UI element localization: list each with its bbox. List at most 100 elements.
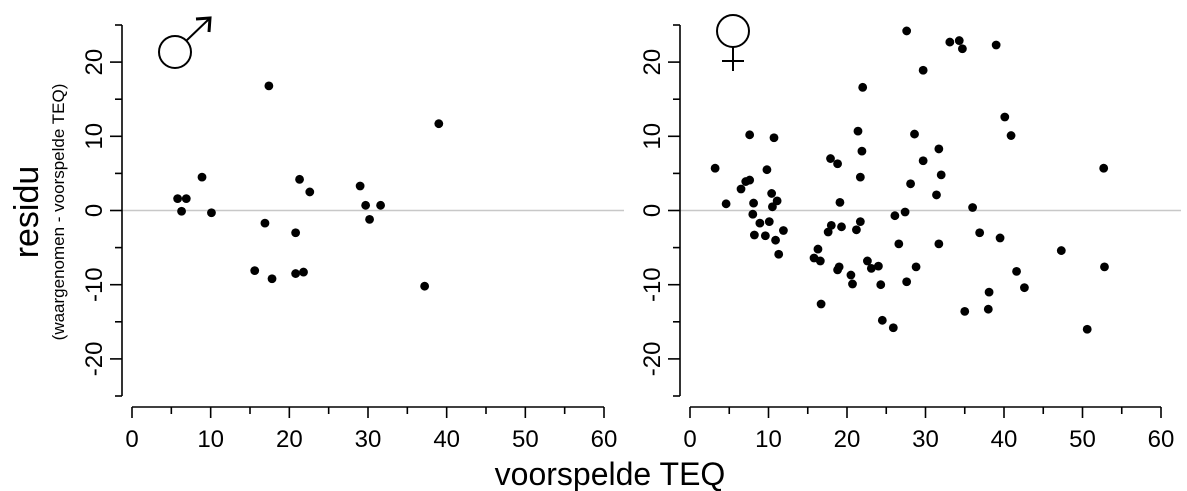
- data-point: [365, 215, 374, 224]
- data-point: [902, 26, 912, 36]
- data-point: [772, 196, 782, 206]
- data-point: [911, 262, 921, 272]
- y-axis-title: residu: [8, 166, 46, 259]
- data-point: [894, 239, 904, 249]
- data-point: [755, 218, 765, 228]
- y-tick-label: -10: [639, 267, 666, 302]
- data-point: [888, 323, 898, 333]
- data-point: [361, 200, 371, 210]
- data-point: [1000, 112, 1010, 122]
- data-point: [846, 270, 856, 280]
- data-point: [900, 207, 910, 217]
- data-point: [749, 198, 758, 208]
- x-tick-label: 30: [912, 426, 939, 453]
- data-point: [1056, 246, 1066, 255]
- x-tick-label: 50: [1069, 426, 1096, 453]
- y-tick-label: 0: [639, 204, 666, 217]
- data-point: [863, 256, 872, 266]
- data-point: [934, 239, 944, 249]
- data-point: [748, 209, 758, 219]
- y-axis-subtitle: (waargenomen - voorspelde TEQ): [49, 84, 68, 341]
- x-tick-label: 60: [1148, 426, 1175, 453]
- data-point: [837, 222, 846, 232]
- data-point: [749, 230, 759, 240]
- x-tick-label: 40: [991, 426, 1018, 453]
- x-axis-title: voorspelde TEQ: [495, 456, 726, 491]
- data-point: [1100, 262, 1109, 272]
- data-point: [181, 194, 191, 204]
- y-tick-label: 10: [81, 123, 108, 150]
- data-point: [177, 206, 186, 216]
- data-point: [376, 200, 385, 210]
- data-point: [434, 119, 444, 129]
- data-point: [918, 156, 928, 166]
- data-point: [355, 181, 365, 191]
- data-point: [771, 235, 780, 245]
- data-point: [835, 197, 845, 207]
- data-point: [305, 187, 315, 197]
- x-tick-label: 40: [433, 426, 460, 453]
- data-point: [250, 266, 260, 276]
- x-tick-label: 30: [355, 426, 382, 453]
- data-point: [1012, 266, 1021, 276]
- data-point: [876, 280, 886, 290]
- data-point: [877, 315, 887, 325]
- data-point: [745, 175, 755, 185]
- data-point: [934, 144, 944, 154]
- data-point: [984, 287, 994, 297]
- data-point: [932, 190, 941, 200]
- data-point: [995, 233, 1005, 243]
- data-point: [954, 36, 964, 45]
- data-point: [874, 261, 883, 271]
- male-panel: -20 -10 0 10 20 0 10 20 30 40 50 60: [81, 16, 624, 453]
- data-point: [1006, 131, 1016, 140]
- data-point: [826, 220, 836, 230]
- data-point: [1020, 283, 1029, 293]
- x-tick-label: 10: [197, 426, 224, 453]
- female-panel: -20 -10 0 10 20 0 10 20 30 40 50 60: [639, 14, 1181, 453]
- data-point: [910, 129, 919, 139]
- x-tick-label: 20: [276, 426, 303, 453]
- female-symbol-icon: [716, 14, 750, 71]
- y-tick-label: 20: [81, 49, 108, 76]
- x-tick-label: 60: [591, 426, 618, 453]
- data-point: [774, 249, 784, 259]
- data-point: [264, 81, 274, 91]
- x-tick-label: 0: [125, 426, 138, 453]
- y-tick-label: 0: [81, 204, 108, 217]
- data-point: [197, 172, 207, 182]
- data-point: [853, 126, 863, 136]
- data-point: [1082, 324, 1092, 334]
- x-tick-label: 0: [683, 426, 696, 453]
- x-tick-label: 10: [755, 426, 782, 453]
- data-point: [760, 231, 770, 241]
- data-point: [858, 82, 868, 92]
- data-point: [834, 262, 844, 272]
- data-point: [848, 279, 857, 289]
- data-point: [991, 40, 1001, 50]
- data-point: [768, 202, 777, 212]
- data-point: [207, 208, 216, 218]
- data-point: [1099, 163, 1109, 173]
- y-tick-label: 20: [639, 49, 666, 76]
- data-point: [855, 172, 865, 182]
- data-point: [721, 199, 731, 209]
- data-point: [918, 65, 928, 75]
- data-point: [852, 225, 861, 235]
- data-point: [779, 226, 788, 235]
- data-point: [857, 146, 867, 156]
- data-point: [975, 228, 985, 238]
- data-point: [960, 307, 970, 316]
- male-symbol-icon: [158, 16, 212, 69]
- data-point: [826, 154, 835, 163]
- data-point: [945, 37, 955, 47]
- data-point: [833, 159, 842, 169]
- data-point: [866, 263, 876, 273]
- data-point: [291, 228, 301, 238]
- data-point: [816, 299, 826, 309]
- data-point: [736, 184, 746, 194]
- data-point: [764, 217, 774, 227]
- data-point: [902, 277, 912, 287]
- data-point: [957, 44, 967, 54]
- data-point: [936, 170, 946, 180]
